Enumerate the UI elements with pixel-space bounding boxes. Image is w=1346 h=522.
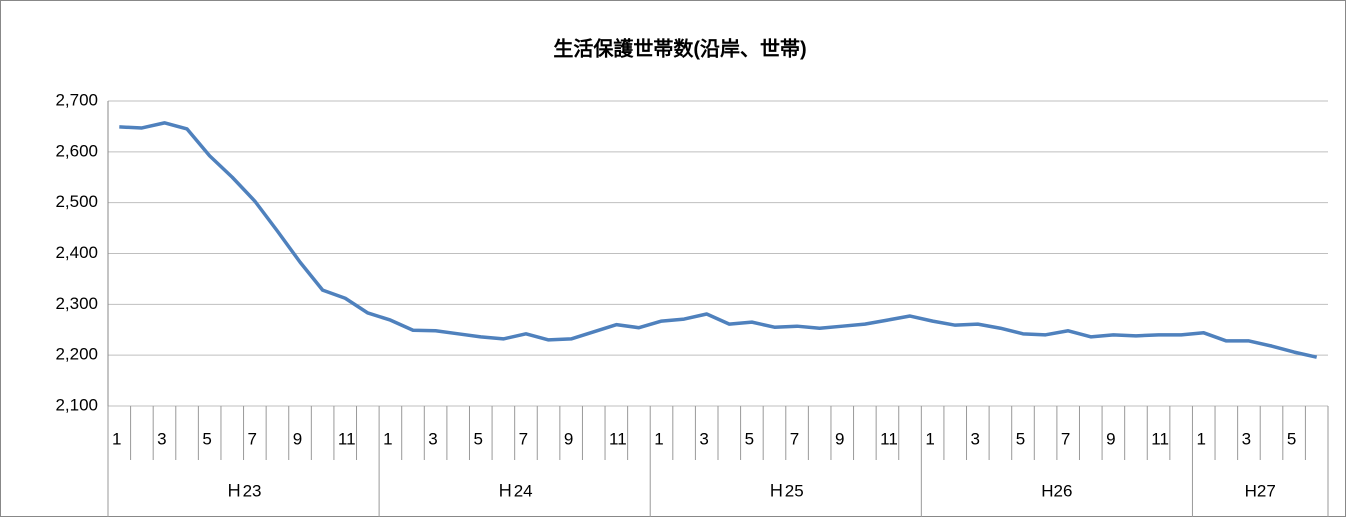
x-tick-label: 3 — [699, 429, 708, 448]
x-tick-label: 5 — [745, 429, 754, 448]
x-tick-label: 7 — [248, 429, 257, 448]
x-tick-label: 1 — [383, 429, 392, 448]
x-tick-label: 3 — [428, 429, 437, 448]
x-tick-label: 3 — [157, 429, 166, 448]
y-tick-label: 2,400 — [55, 243, 98, 262]
x-tick-label: 7 — [790, 429, 799, 448]
y-tick-label: 2,500 — [55, 192, 98, 211]
x-tick-label: 5 — [473, 429, 482, 448]
x-tick-label: 7 — [1061, 429, 1070, 448]
x-tick-label: 11 — [1151, 429, 1169, 448]
x-tick-label: 7 — [519, 429, 528, 448]
x-group-label: H27 — [1245, 481, 1276, 500]
y-tick-label: 2,300 — [55, 294, 98, 313]
x-tick-label: 5 — [1016, 429, 1025, 448]
series-line — [119, 121, 1318, 359]
x-group-label: Ｈ25 — [768, 481, 804, 500]
x-tick-label: 9 — [293, 429, 302, 448]
y-tick-label: 2,700 — [55, 90, 98, 109]
x-tick-label: 5 — [202, 429, 211, 448]
x-tick-label: 3 — [971, 429, 980, 448]
x-tick-label: 11 — [609, 429, 627, 448]
x-tick-label: 1 — [1196, 429, 1205, 448]
x-tick-label: 1 — [654, 429, 663, 448]
x-tick-label: 11 — [338, 429, 356, 448]
x-tick-label: 9 — [835, 429, 844, 448]
x-tick-label: 9 — [1106, 429, 1115, 448]
x-tick-label: 1 — [112, 429, 121, 448]
y-tick-label: 2,100 — [55, 395, 98, 414]
x-tick-label: 1 — [925, 429, 934, 448]
y-tick-label: 2,200 — [55, 345, 98, 364]
x-group-label: Ｈ23 — [226, 481, 262, 500]
x-group-label: H26 — [1041, 481, 1072, 500]
chart-title: 生活保護世帯数(沿岸、世帯) — [553, 36, 806, 60]
x-tick-label: 11 — [880, 429, 898, 448]
x-group-label: Ｈ24 — [497, 481, 533, 500]
y-tick-label: 2,600 — [55, 141, 98, 160]
x-tick-label: 5 — [1287, 429, 1296, 448]
x-tick-label: 3 — [1242, 429, 1251, 448]
x-tick-label: 9 — [564, 429, 573, 448]
